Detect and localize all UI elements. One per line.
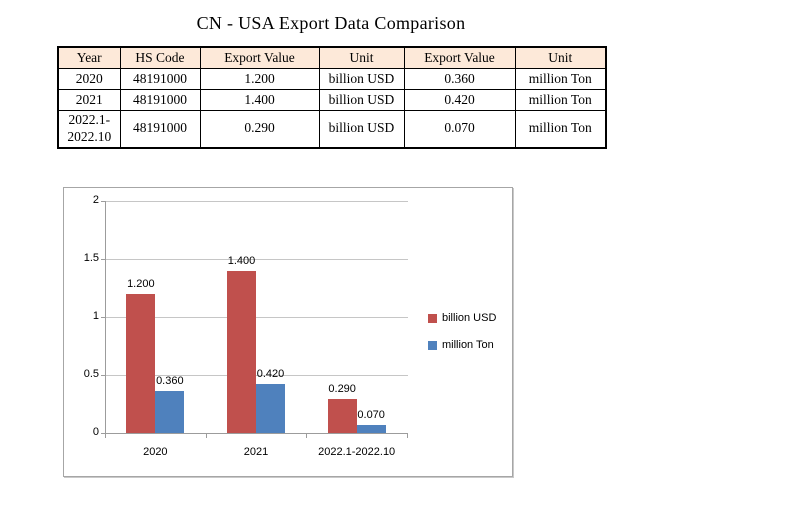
x-axis-tick xyxy=(306,434,308,438)
table-cell: 0.420 xyxy=(403,89,516,111)
y-axis-label: 0.5 xyxy=(83,368,99,380)
export-bar-chart: 0 0.5 1 1.5 2 1.200 0.360 2020 1.400 0.420 2021 0.2… xyxy=(63,187,513,477)
x-axis-tick xyxy=(407,434,408,438)
legend-label: billion USD xyxy=(442,312,497,324)
y-axis-label: 0 xyxy=(92,426,99,438)
bar-data-label: 0.360 xyxy=(156,375,184,388)
table-header-row: Year HS Code Export Value Unit Export Value U… xyxy=(57,46,607,69)
x-axis-tick xyxy=(105,434,106,438)
table-cell: million Ton xyxy=(514,109,607,149)
bar-million-ton xyxy=(356,424,386,433)
table-cell: 1.200 xyxy=(199,68,320,90)
table-cell: million Ton xyxy=(514,68,607,90)
table-row: 2020 48191000 1.200 billion USD 0.360 million… xyxy=(57,68,607,90)
table-cell: 0.290 xyxy=(199,109,320,149)
bar-billion-usd xyxy=(227,270,256,433)
bar-data-label: 1.200 xyxy=(127,277,155,290)
gridline xyxy=(105,259,408,260)
page-title: CN - USA Export Data Comparison xyxy=(196,13,466,33)
legend-label: million Ton xyxy=(442,339,494,351)
table-header-cell: Unit xyxy=(318,46,405,69)
table-header-cell: Export Value xyxy=(199,46,320,69)
y-axis-tick xyxy=(101,375,105,376)
table-cell: 48191000 xyxy=(119,68,201,90)
legend-entry: million Ton xyxy=(428,339,494,351)
gridline xyxy=(105,375,408,376)
y-axis-label: 2 xyxy=(92,194,99,206)
table-cell: 2022.1-2022.10 xyxy=(57,109,121,149)
table-cell: billion USD xyxy=(318,89,405,111)
table-cell: billion USD xyxy=(318,109,405,149)
table-header-cell: Unit xyxy=(514,46,607,69)
table-cell: 0.360 xyxy=(403,68,516,90)
x-axis-tick xyxy=(205,434,207,438)
x-axis-category-label: 2022.1-2022.10 xyxy=(318,446,396,458)
table-body: 2020 48191000 1.200 billion USD 0.360 million… xyxy=(57,68,607,149)
x-axis-line xyxy=(105,433,408,434)
y-axis-tick xyxy=(101,317,105,318)
table-row: 2021 48191000 1.400 billion USD 0.420 million… xyxy=(57,89,607,111)
table-cell: million Ton xyxy=(514,89,607,111)
bar-billion-usd xyxy=(327,399,357,433)
legend-swatch-icon xyxy=(428,340,437,350)
bar-data-label: 1.400 xyxy=(227,254,256,267)
bar-data-label: 0.070 xyxy=(357,408,385,421)
bar-million-ton xyxy=(256,384,285,433)
y-axis-label: 1 xyxy=(92,310,99,322)
table-cell: 0.070 xyxy=(403,109,516,149)
table-cell: 2021 xyxy=(57,89,121,111)
legend-entry: billion USD xyxy=(428,312,496,324)
table-cell: 48191000 xyxy=(119,109,201,149)
gridline xyxy=(105,201,408,202)
table-header-cell: HS Code xyxy=(119,46,201,69)
legend-swatch-icon xyxy=(428,313,437,323)
table-header-cell: Year xyxy=(57,46,121,69)
bar-data-label: 0.420 xyxy=(256,368,285,381)
bar-data-label: 0.290 xyxy=(328,383,356,396)
table-cell: 48191000 xyxy=(119,89,201,111)
y-axis-tick xyxy=(101,433,105,434)
bar-billion-usd xyxy=(126,293,156,433)
y-axis-label: 1.5 xyxy=(83,252,99,264)
table-row: 2022.1-2022.10 48191000 0.290 billion USD 0.… xyxy=(57,109,607,149)
export-data-table: Year HS Code Export Value Unit Export Value U… xyxy=(57,46,607,149)
y-axis-tick xyxy=(101,259,105,260)
table-cell: billion USD xyxy=(318,68,405,90)
table-header-cell: Export Value xyxy=(403,46,516,69)
x-axis-category-label: 2021 xyxy=(243,446,269,458)
gridline xyxy=(105,317,408,318)
table-cell: 1.400 xyxy=(199,89,320,111)
x-axis-category-label: 2020 xyxy=(143,446,168,458)
bar-million-ton xyxy=(155,391,185,433)
table-cell: 2020 xyxy=(57,68,121,90)
y-axis-tick xyxy=(101,201,105,202)
y-axis-line xyxy=(105,201,106,434)
